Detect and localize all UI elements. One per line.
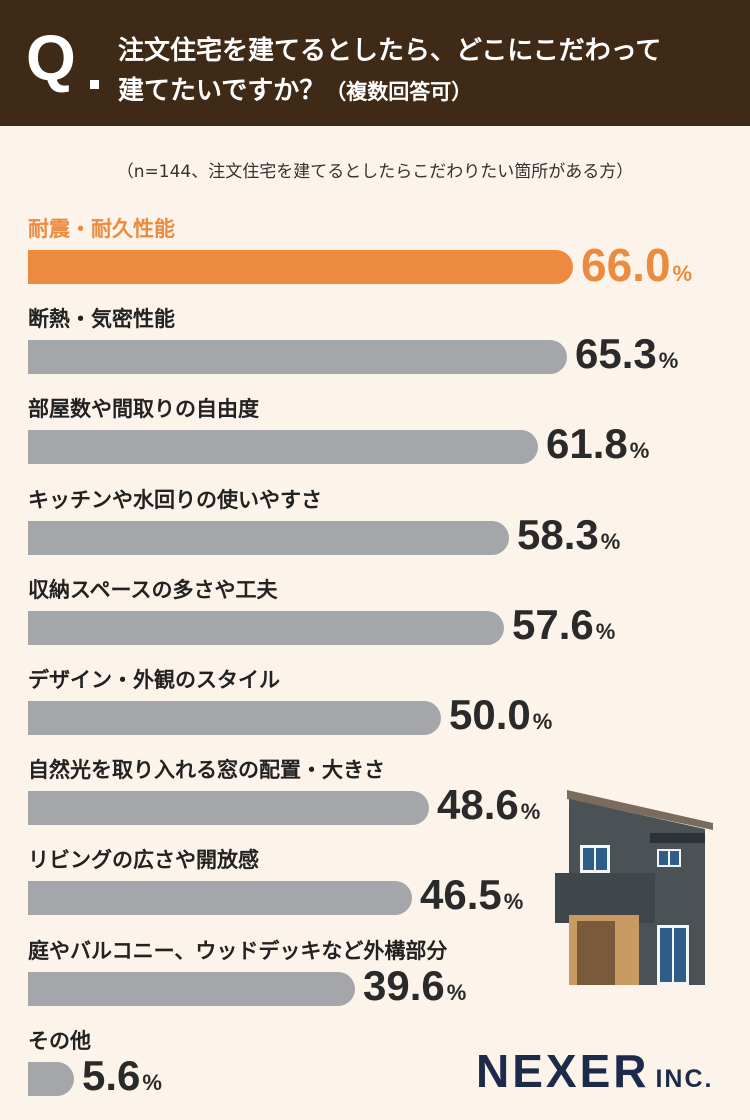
data-label-value: 46.5: [420, 871, 502, 919]
category-label: リビングの広さや開放感: [28, 848, 259, 873]
data-label-unit: %: [532, 709, 553, 734]
bar: [28, 610, 504, 645]
logo-main: NEXER: [476, 1045, 650, 1097]
bar: [28, 250, 573, 284]
question-line-2: 建てたいですか？（複数回答可）: [118, 70, 472, 107]
data-label: 66.0%: [581, 238, 692, 292]
data-label-unit: %: [520, 799, 541, 825]
data-label-unit: %: [503, 889, 524, 915]
category-label: 自然光を取り入れる窓の配置・大きさ: [28, 758, 385, 783]
category-label: 耐震・耐久性能: [28, 217, 175, 241]
category-label: その他: [28, 1028, 91, 1053]
bar: [28, 520, 509, 555]
logo-sub: INC.: [655, 1065, 714, 1093]
category-label: 断熱・気密性能: [28, 307, 175, 332]
bar: [28, 971, 355, 1006]
question-text: 建てたいですか？: [118, 76, 326, 106]
data-label-unit: %: [142, 1069, 162, 1095]
q-mark: Q: [26, 22, 76, 94]
data-label: 57.6%: [512, 601, 615, 649]
data-label-value: 5.6: [82, 1051, 141, 1099]
q-dot: [90, 80, 99, 89]
roof: [567, 790, 713, 830]
bar: [28, 430, 538, 465]
data-label-value: 66.0: [581, 239, 671, 291]
category-label: 収納スペースの多さや工夫: [28, 577, 278, 602]
data-label-value: 50.0: [449, 691, 531, 738]
bar: [28, 1061, 74, 1096]
data-label-value: 61.8: [546, 420, 628, 468]
upper-eave: [650, 833, 705, 843]
category-label: デザイン・外観のスタイル: [28, 668, 280, 692]
data-label: 65.3%: [575, 330, 678, 378]
data-label: 46.5%: [420, 871, 523, 919]
question-header: Q 注文住宅を建てるとしたら、どこにこだわって 建てたいですか？（複数回答可）: [0, 0, 750, 126]
data-label-unit: %: [672, 261, 693, 286]
sample-note: （n=144、注文住宅を建てるとしたらこだわりたい箇所がある方）: [116, 162, 634, 182]
bar: [28, 791, 429, 826]
data-label-value: 39.6: [363, 961, 445, 1009]
category-label: キッチンや水回りの使いやすさ: [28, 487, 322, 512]
data-label-unit: %: [600, 528, 621, 554]
data-label: 58.3%: [517, 511, 620, 559]
data-label: 61.8%: [546, 420, 649, 468]
category-label: 庭やバルコニー、ウッドデッキなど外構部分: [28, 938, 448, 963]
bar: [28, 340, 567, 375]
bar: [28, 701, 441, 735]
data-label-value: 58.3: [517, 510, 599, 558]
bar: [28, 881, 412, 916]
data-label: 50.0%: [449, 691, 552, 739]
data-label: 48.6%: [437, 781, 540, 829]
category-label: 部屋数や間取りの自由度: [28, 397, 259, 422]
data-label-value: 57.6: [512, 600, 594, 648]
question-suffix: （複数回答可）: [325, 80, 473, 104]
question-line-1: 注文住宅を建てるとしたら、どこにこだわって: [118, 36, 662, 66]
balcony: [555, 873, 655, 923]
data-label: 5.6%: [82, 1052, 162, 1100]
data-label-value: 48.6: [437, 781, 519, 829]
data-label-unit: %: [658, 348, 679, 374]
data-label: 39.6%: [363, 962, 466, 1010]
data-label-unit: %: [629, 438, 650, 464]
nexer-logo: NEXER INC.: [476, 1044, 713, 1098]
front-door: [577, 921, 615, 985]
data-label-unit: %: [446, 979, 467, 1005]
data-label-unit: %: [595, 618, 616, 644]
house-illustration: [555, 790, 713, 985]
data-label-value: 65.3: [575, 330, 657, 378]
